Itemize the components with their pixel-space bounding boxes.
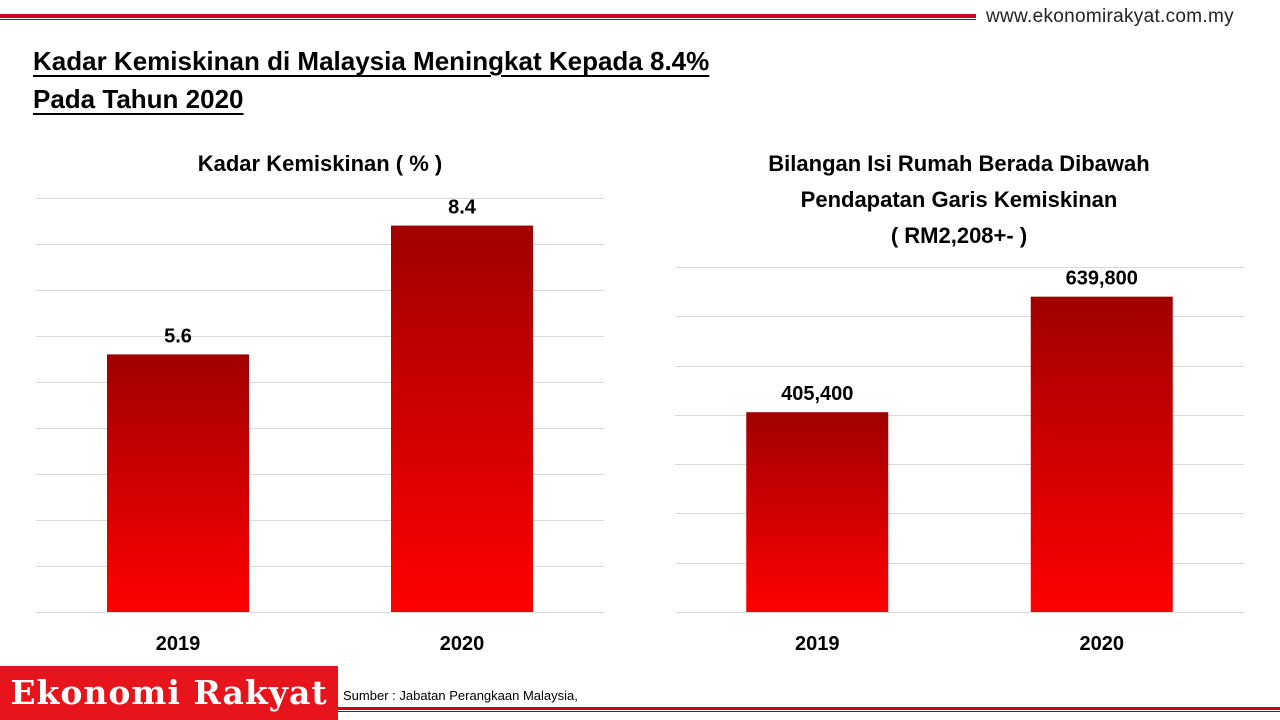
bottom-accent-rule-thin: [338, 711, 1280, 712]
chart-1-bar-2019: [107, 354, 249, 612]
headline: Kadar Kemiskinan di Malaysia Meningkat K…: [33, 42, 709, 118]
chart-1-category-label-2019: 2019: [156, 633, 201, 655]
source-note: Sumber : Jabatan Perangkaan Malaysia,: [343, 688, 578, 703]
chart-layer: 5.6 2019 8.4 2020 405,400 2019 639,800 2020: [36, 197, 1244, 655]
chart-2-bar-2020: [1030, 296, 1173, 612]
headline-line-2: Pada Tahun 2020: [33, 84, 244, 114]
bottom-accent-rule: [338, 707, 1280, 710]
brand-logo: Ekonomi Rakyat: [0, 666, 338, 720]
chart-2-value-label-2019: 405,400: [781, 383, 853, 405]
chart-1-value-label-2020: 8.4: [448, 197, 477, 219]
top-accent-rule: [0, 14, 976, 18]
chart-2-value-label-2020: 639,800: [1066, 268, 1138, 290]
site-url[interactable]: www.ekonomirakyat.com.my: [986, 6, 1234, 27]
headline-line-1: Kadar Kemiskinan di Malaysia Meningkat K…: [33, 46, 710, 76]
chart-1-bar-2020: [391, 225, 533, 612]
chart-2-title-line-1: Bilangan Isi Rumah Berada Dibawah: [768, 151, 1150, 176]
top-accent-rule-thin: [0, 19, 976, 20]
chart-2-category-label-2020: 2020: [1080, 633, 1125, 655]
chart-2-title: Bilangan Isi Rumah Berada Dibawah Pendap…: [674, 146, 1244, 254]
chart-2-category-label-2019: 2019: [795, 633, 840, 655]
chart-1-title: Kadar Kemiskinan ( % ): [197, 151, 443, 176]
chart-2-title-line-3: ( RM2,208+- ): [890, 223, 1028, 248]
chart-2-title-line-2: Pendapatan Garis Kemiskinan: [800, 187, 1118, 212]
chart-2-bar-2019: [746, 412, 889, 612]
chart-1-category-label-2020: 2020: [440, 633, 485, 655]
chart-1-value-label-2019: 5.6: [164, 325, 192, 347]
